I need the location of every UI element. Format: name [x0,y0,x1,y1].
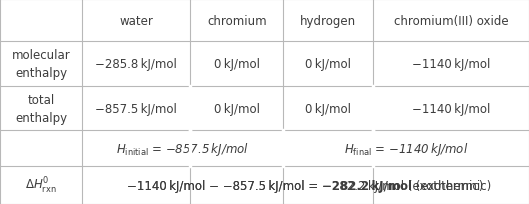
Text: 0 kJ/mol: 0 kJ/mol [305,102,351,115]
Text: −282.2 kJ/mol: −282.2 kJ/mol [322,179,412,192]
Text: 0 kJ/mol: 0 kJ/mol [305,58,351,71]
Text: 0 kJ/mol: 0 kJ/mol [214,102,260,115]
Text: −1140 kJ/mol − −857.5 kJ/mol =: −1140 kJ/mol − −857.5 kJ/mol = [127,179,322,192]
Text: chromium(III) oxide: chromium(III) oxide [394,14,508,27]
Text: −1140 kJ/mol: −1140 kJ/mol [412,58,490,71]
Text: −1140 kJ/mol: −1140 kJ/mol [412,102,490,115]
Text: $\Delta H^0_\mathrm{rxn}$: $\Delta H^0_\mathrm{rxn}$ [25,175,57,195]
Text: −285.8 kJ/mol: −285.8 kJ/mol [95,58,177,71]
Text: water: water [119,14,153,27]
Text: $H_\mathrm{initial}$ = −857.5 kJ/mol: $H_\mathrm{initial}$ = −857.5 kJ/mol [116,140,249,157]
Text: −857.5 kJ/mol: −857.5 kJ/mol [95,102,177,115]
Text: total
enthalpy: total enthalpy [15,93,67,124]
Text: molecular
enthalpy: molecular enthalpy [12,49,70,80]
Text: −1140 kJ/mol − −857.5 kJ/mol = −282.2 kJ/mol (exothermic): −1140 kJ/mol − −857.5 kJ/mol = −282.2 kJ… [127,179,484,192]
Text: 0 kJ/mol: 0 kJ/mol [214,58,260,71]
Text: $H_\mathrm{final}$ = −1140 kJ/mol: $H_\mathrm{final}$ = −1140 kJ/mol [344,140,468,157]
Text: (exothermic): (exothermic) [412,179,491,192]
Text: hydrogen: hydrogen [300,14,356,27]
Text: chromium: chromium [207,14,267,27]
